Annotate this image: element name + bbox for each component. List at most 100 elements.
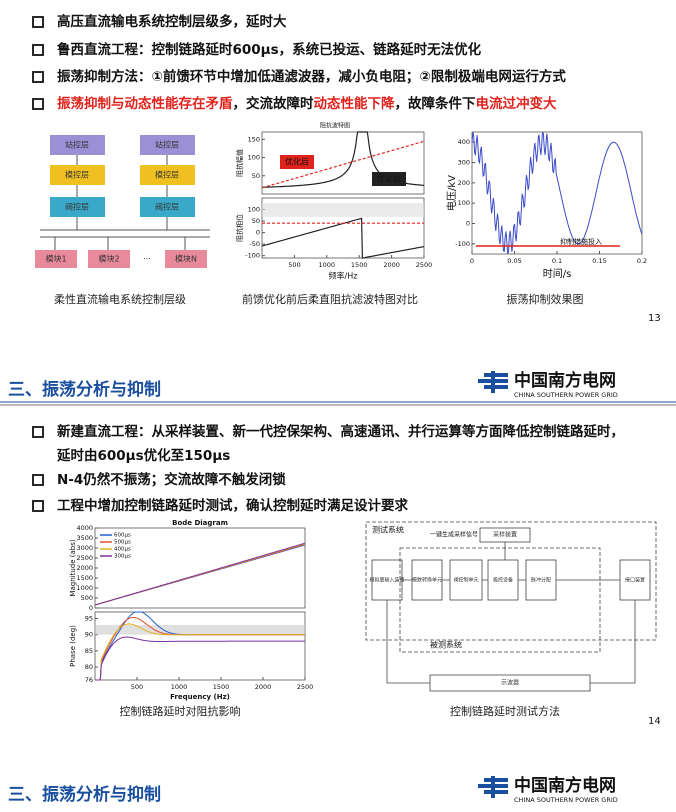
logo-cn: 中国南方电网	[514, 775, 616, 796]
y-tick-label: 1000	[76, 584, 93, 592]
figure-caption: 柔性直流输电系统控制层级	[54, 292, 186, 306]
bullet-text: 新建直流工程：从采样装置、新一代控保架构、高速通讯、并行运算等方面降低控制链路延…	[57, 423, 624, 440]
y-tick-label: 2500	[76, 554, 93, 562]
legend-label: 400μs	[114, 547, 131, 553]
x-tick-label: 0.15	[592, 257, 606, 265]
x-tick-label: 2000	[255, 683, 272, 691]
shade	[262, 203, 424, 217]
diagram-label: 接口装置	[625, 577, 645, 584]
diagram-label: 阀控制单元	[453, 577, 478, 584]
module-label: 模块1	[45, 254, 66, 264]
module-label: ···	[143, 255, 151, 264]
diagram-label: 模拟量输入装置	[369, 577, 404, 584]
bullet-segment: 振荡抑制与动态性能存在矛盾	[57, 95, 233, 112]
section-title: 三、振荡分析与抑制	[8, 379, 161, 400]
bullet-segment: ，交流故障时	[233, 95, 314, 112]
figure-caption: 前馈优化前后柔直阻抗滤波特图对比	[242, 292, 418, 306]
y-tick-label: -100	[245, 252, 260, 260]
x-axis-label: Frequency (Hz)	[170, 693, 230, 701]
y-axis-label: Magnitude (abs)	[69, 539, 77, 596]
layer-label: 阀控层	[155, 202, 179, 212]
y-tick-label: 50	[252, 172, 260, 180]
test-diagram	[365, 521, 657, 692]
y-tick-label: 100	[458, 199, 470, 207]
bullet-marker	[32, 500, 44, 512]
figure-caption: 控制链路延时对阻抗影响	[120, 704, 241, 718]
y-tick-label: 100	[248, 154, 260, 162]
bullet-marker	[32, 474, 44, 486]
chart-title: Bode Diagram	[172, 519, 228, 527]
bullet-text: 延时由600μs优化至150μs	[56, 447, 230, 464]
curve	[94, 542, 306, 606]
y-tick-label: 0	[89, 604, 93, 612]
y-tick-label: -100	[455, 240, 470, 248]
bullet-marker	[32, 16, 44, 28]
y-tick-label: 150	[248, 135, 260, 143]
box	[88, 250, 130, 268]
box	[140, 197, 195, 217]
y-tick-label: 100	[248, 206, 260, 214]
y-tick-label: 50	[252, 217, 260, 225]
diagram-label: 被测系统	[430, 640, 462, 650]
frame	[365, 521, 657, 641]
x-tick-label: 1500	[351, 261, 368, 269]
x-tick-label: 0.2	[637, 257, 647, 265]
diagram-label: 示波器	[501, 679, 519, 687]
y-tick-label: 1500	[76, 574, 93, 582]
box	[140, 165, 195, 185]
x-tick-label: 500	[288, 261, 300, 269]
box	[35, 250, 77, 268]
x-tick-label: 0	[470, 257, 474, 265]
x-tick-label: 2500	[297, 683, 314, 691]
diagram-label: 一键生成采样信号	[430, 531, 478, 539]
x-tick-label: 2500	[416, 261, 433, 269]
x-tick-label: 2000	[383, 261, 400, 269]
y-tick-label: 3500	[76, 534, 93, 542]
y-tick-label: 500	[81, 594, 93, 602]
box	[140, 135, 195, 155]
bullet-text: 高压直流输电系统控制层级多，延时大	[57, 13, 287, 30]
bullet-segment: ，故障条件下	[395, 95, 476, 112]
plot-frame	[261, 197, 425, 259]
connectors	[386, 542, 636, 684]
x-axis-label: 时间/s	[543, 267, 572, 280]
bullet-text: 工程中增加控制链路延时测试，确认控制延时满足设计要求	[57, 497, 408, 514]
legend-label: 优化后	[285, 157, 309, 167]
x-tick-label: 0.1	[552, 257, 562, 265]
y-tick-label: 400	[458, 138, 470, 146]
section-title: 三、振荡分析与抑制	[8, 784, 161, 805]
y-tick-label: 76	[85, 676, 93, 684]
module-label: 模块2	[98, 254, 119, 264]
y-tick-label: 3000	[76, 544, 93, 552]
legend-label: 300μs	[114, 554, 131, 560]
box	[165, 250, 207, 268]
y-tick-label: 4000	[76, 524, 93, 532]
bullet-text: 振荡抑制与动态性能存在矛盾，交流故障时动态性能下降，故障条件下电流过冲变大	[57, 95, 557, 112]
page-number: 14	[648, 716, 661, 727]
legend-label: 500μs	[114, 540, 131, 546]
bullet-marker	[32, 98, 44, 110]
bullet-segment: 振荡抑制方法：①前馈环节中增加低通滤波器，减小负电阻；②限制极端电网运行方式	[57, 68, 566, 85]
y-tick-label: 90	[85, 631, 93, 639]
legend-label: 600μs	[114, 533, 131, 539]
chart-title: 阻抗波特图	[320, 122, 350, 130]
module-label: 模块N	[175, 254, 197, 264]
box	[50, 197, 105, 217]
y-tick-label: 0	[256, 229, 260, 237]
layer-label: 阀控层	[65, 202, 89, 212]
bullet-text: N-4仍然不振荡；交流故障不触发闭锁	[57, 471, 286, 488]
logo-bar	[491, 371, 495, 393]
bullet-segment: 电流过冲变大	[476, 95, 557, 112]
y-tick-label: 80	[85, 663, 93, 671]
diagram-label: 采样装置	[493, 531, 517, 539]
box	[50, 135, 105, 155]
legend-label: 优化前	[377, 174, 401, 184]
x-tick-label: 0.05	[507, 257, 521, 265]
x-tick-label: 1000	[171, 683, 188, 691]
logo-stripe	[484, 385, 508, 389]
test-diagram-labels: 测试系统 一键生成采样信号 采样装置 模拟量输入装置 模数转换单元 阀控制单元 …	[369, 525, 645, 687]
y-tick-label: 2000	[76, 564, 93, 572]
logo-en: CHINA SOUTHERN POWER GRID	[514, 391, 618, 399]
diagram-label: 测试系统	[372, 525, 404, 535]
